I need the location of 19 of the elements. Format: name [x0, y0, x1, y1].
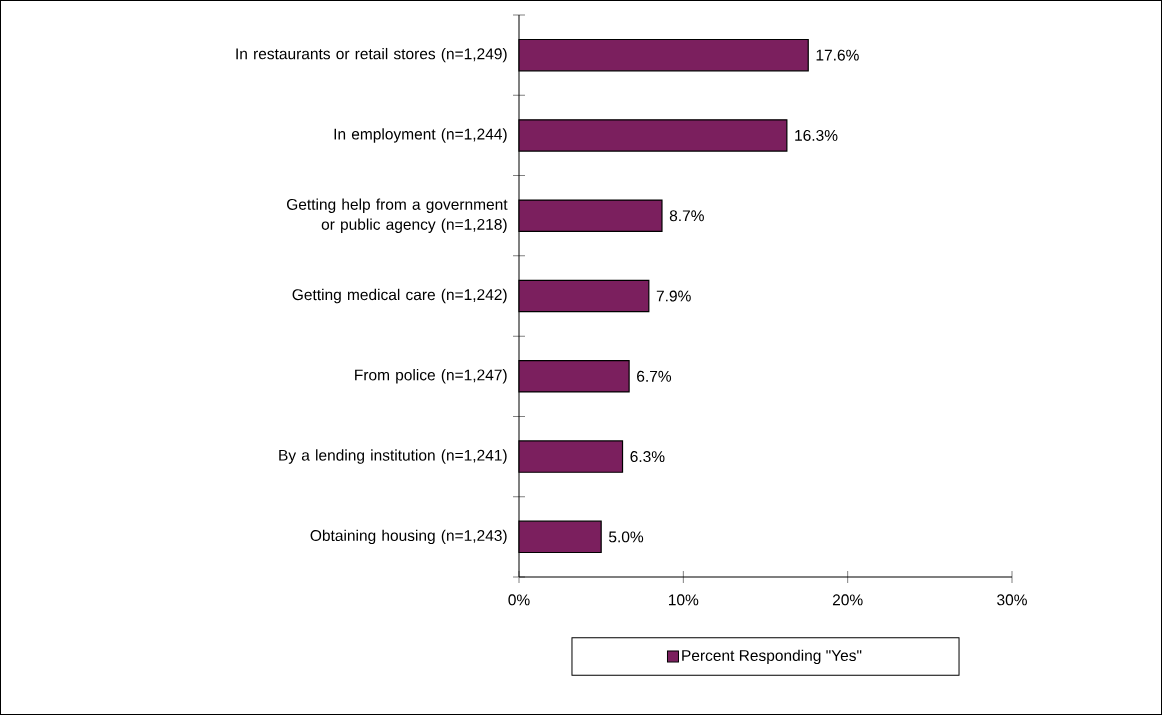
x-tick-label: 10% — [669, 594, 699, 606]
data-label: 8.7% — [669, 210, 704, 222]
x-tick-label: 20% — [832, 594, 863, 606]
x-tick-label: 0% — [508, 594, 530, 606]
data-label: 6.7% — [637, 370, 672, 382]
data-label: 16.3% — [795, 129, 838, 141]
y-tick-label: Getting help from a government or public agency (n=1,218) — [287, 198, 508, 233]
y-tick-label: Getting medical care (n=1,242) — [292, 288, 507, 304]
y-tick-label: Obtaining housing (n=1,243) — [310, 529, 507, 545]
y-tick-label: In employment (n=1,244) — [334, 128, 507, 143]
data-label: 5.0% — [609, 531, 644, 543]
legend-label: Percent Responding "Yes" — [682, 649, 862, 665]
data-label: 6.3% — [630, 451, 665, 463]
y-tick-label: From police (n=1,247) — [355, 369, 507, 384]
y-tick-label: By a lending institution (n=1,241) — [279, 449, 507, 464]
data-label: 7.9% — [656, 290, 691, 302]
data-label: 17.6% — [816, 49, 859, 61]
x-tick-label: 30% — [997, 594, 1027, 606]
y-tick-label: In restaurants or retail stores (n=1,249) — [236, 47, 507, 63]
